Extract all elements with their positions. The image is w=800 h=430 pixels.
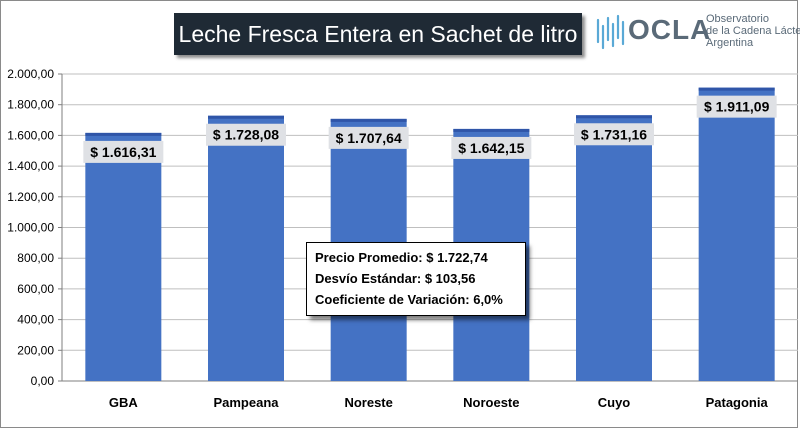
bar: [208, 115, 284, 382]
y-tick-label: 2.000,00: [7, 67, 54, 81]
x-tick-label: GBA: [109, 395, 139, 410]
logo-subtitle-line3: Argentina: [706, 37, 754, 49]
y-tick-label: 0,00: [31, 374, 55, 388]
y-tick-label: 1.400,00: [7, 159, 54, 173]
x-tick-label: Patagonia: [706, 395, 769, 410]
y-tick-label: 800,00: [17, 251, 54, 265]
ocla-logo: OCLA Observatorio de la Cadena Láctea Ar…: [594, 10, 800, 56]
data-label-background: [206, 123, 286, 146]
bar-top-edge: [85, 132, 162, 136]
y-tick-label: 600,00: [17, 282, 54, 296]
stat-average-price: Precio Promedio: $ 1.722,74: [315, 250, 488, 265]
y-tick-label: 1.200,00: [7, 190, 54, 204]
y-tick-label: 1.800,00: [7, 98, 54, 112]
bar: [698, 87, 775, 382]
bar-top-edge: [208, 115, 284, 119]
data-label: $ 1.642,15: [458, 140, 524, 156]
data-label-background: [328, 126, 409, 149]
x-tick-label: Noreste: [344, 395, 392, 410]
data-label: $ 1.728,08: [213, 127, 279, 143]
data-label-background: [696, 95, 777, 118]
stat-coefficient-variation: Coeficiente de Variación: 6,0%: [315, 292, 503, 307]
x-tick-label: Noroeste: [463, 395, 519, 410]
data-label: $ 1.911,09: [704, 99, 770, 115]
data-label-background: [83, 140, 164, 163]
statistics-box: Precio Promedio: $ 1.722,74 Desvío Están…: [306, 242, 526, 316]
bar-top-edge: [330, 118, 407, 122]
y-tick-label: 1.600,00: [7, 128, 54, 142]
logo-wordmark: OCLA: [628, 14, 712, 45]
data-label-background: [574, 123, 654, 146]
x-tick-label: Pampeana: [213, 395, 279, 410]
y-tick-label: 200,00: [17, 343, 54, 357]
ocla-wave-icon: [596, 14, 625, 50]
y-tick-label: 400,00: [17, 313, 54, 327]
bar-top-edge: [576, 115, 652, 119]
data-label: $ 1.707,64: [336, 130, 402, 146]
data-label: $ 1.731,16: [581, 126, 647, 142]
logo-subtitle-line2: de la Cadena Láctea: [706, 25, 800, 37]
bar: [576, 115, 652, 381]
bar-top-edge: [453, 128, 530, 132]
data-label: $ 1.616,31: [90, 144, 156, 160]
bar: [85, 132, 162, 381]
stat-std-deviation: Desvío Estándar: $ 103,56: [315, 271, 476, 286]
x-tick-label: Cuyo: [598, 395, 631, 410]
y-tick-label: 1.000,00: [7, 221, 54, 235]
data-label-background: [451, 136, 532, 159]
bar-top-edge: [698, 87, 775, 91]
logo-subtitle-line1: Observatorio: [706, 13, 769, 25]
chart-title: Leche Fresca Entera en Sachet de litro: [174, 13, 582, 55]
